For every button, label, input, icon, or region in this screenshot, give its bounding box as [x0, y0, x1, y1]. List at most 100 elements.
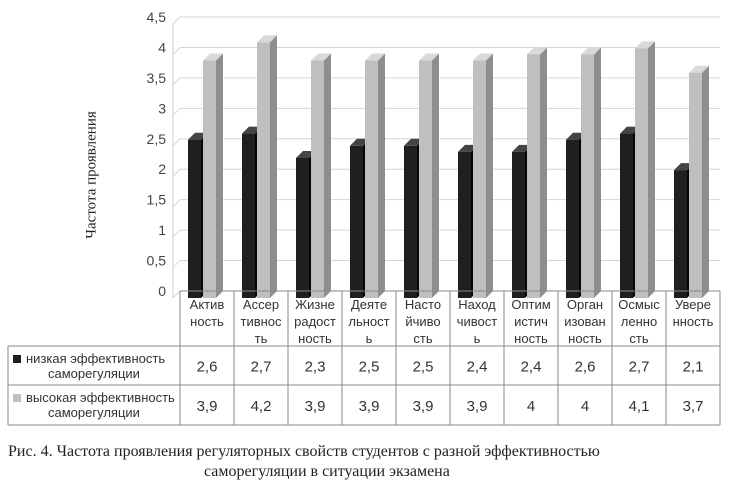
bar-high	[527, 54, 540, 298]
legend-swatch	[13, 355, 21, 363]
data-label: 2,1	[683, 359, 704, 376]
bar-high	[635, 48, 648, 298]
legend-label: саморегуляции	[48, 366, 140, 381]
data-label: 3,9	[467, 398, 488, 415]
data-label: 2,6	[197, 359, 218, 376]
bar-side	[432, 53, 439, 299]
y-tick-label: 3	[158, 100, 166, 116]
bar-side	[216, 53, 223, 299]
gridline-side	[172, 47, 181, 55]
data-label: 2,5	[359, 359, 380, 376]
x-tick-label: Увере	[675, 297, 711, 312]
y-tick-label: 0,5	[147, 253, 167, 269]
x-tick-label: тивнос	[240, 314, 282, 329]
y-tick-label: 2,5	[147, 131, 167, 147]
x-tick-label: истич	[514, 314, 548, 329]
x-tick-label: изован	[564, 314, 605, 329]
bar-low	[350, 145, 363, 298]
gridline-side	[172, 168, 181, 177]
bar-side	[540, 47, 547, 298]
data-label: 2,4	[467, 359, 488, 376]
caption-line-1: Рис. 4. Частота проявления регуляторных …	[8, 443, 600, 460]
data-label: 3,7	[683, 398, 704, 415]
y-tick-label: 4,5	[147, 9, 167, 25]
x-tick-label: чивост	[457, 314, 498, 329]
data-label: 4	[527, 398, 535, 415]
bar-high	[581, 54, 594, 298]
x-tick-label: Наход	[458, 297, 496, 312]
x-tick-label: радост	[294, 314, 336, 329]
bar-top	[581, 47, 601, 55]
x-tick-label: ь	[474, 331, 481, 346]
x-tick-label: ность	[298, 331, 332, 346]
bar-chart: 0 0,5 1 1,5 2 2,5 3 3,5 4 4,5 Актив ность Ассер тивно…	[7, 9, 721, 426]
bar-side	[486, 53, 493, 299]
bar-top	[527, 47, 547, 55]
x-tick-label: ь	[366, 331, 373, 346]
gridline-side	[172, 199, 181, 208]
x-tick-label: йчиво	[405, 314, 440, 329]
y-tick-label: 4	[158, 39, 166, 55]
x-tick-label: Деяте	[351, 297, 387, 312]
bar-side	[702, 65, 709, 298]
bar-low	[458, 151, 471, 298]
bar-high	[257, 42, 270, 299]
data-label: 2,4	[521, 359, 542, 376]
gridline-side	[172, 290, 181, 299]
data-label: 2,3	[305, 359, 326, 376]
data-label: 3,9	[359, 398, 380, 415]
bar-low	[188, 139, 201, 298]
bar-side	[270, 35, 277, 299]
bar-low	[566, 139, 579, 298]
x-tick-label: Актив	[190, 297, 225, 312]
data-label: 2,5	[413, 359, 434, 376]
bar-low	[620, 133, 633, 298]
x-tick-label: Ассер	[243, 297, 279, 312]
bar-top	[635, 41, 655, 49]
x-tick-label: Осмыс	[618, 297, 660, 312]
bar-top	[473, 53, 493, 61]
legend-label: саморегуляции	[48, 405, 140, 420]
x-tick-label: Орган	[567, 297, 603, 312]
x-tick-label: нность	[673, 314, 714, 329]
legend-label: низкая эффективность	[26, 351, 165, 366]
x-tick-label: льност	[348, 314, 389, 329]
bar-low	[674, 170, 687, 298]
bar-high	[311, 60, 324, 299]
x-tick-label: ность	[514, 331, 548, 346]
bar-high	[473, 60, 486, 299]
gridline-side	[172, 229, 181, 238]
x-tick-label: ленно	[621, 314, 657, 329]
bar-low	[512, 151, 525, 298]
bar-top	[311, 53, 331, 61]
bar-top	[689, 65, 709, 73]
data-label: 3,9	[413, 398, 434, 415]
data-label: 4,2	[251, 398, 272, 415]
legend-label: высокая эффективность	[26, 390, 175, 405]
caption-line-2: саморегуляции в ситуации экзамена	[204, 463, 450, 480]
data-label: 3,9	[305, 398, 326, 415]
bar-low	[242, 133, 255, 298]
figure-caption: Рис. 4. Частота проявления регуляторных …	[0, 442, 730, 482]
bar-top	[203, 53, 223, 61]
data-label: 3,9	[197, 398, 218, 415]
x-tick-label: Насто	[405, 297, 441, 312]
data-label: 4	[581, 398, 589, 415]
data-label: 2,7	[251, 359, 272, 376]
y-tick-label: 3,5	[147, 70, 167, 86]
gridline-side	[172, 107, 181, 116]
x-tick-label: сть	[413, 331, 432, 346]
bar-high	[203, 60, 216, 299]
y-tick-label: 0	[158, 283, 166, 299]
gridline-side	[172, 16, 181, 25]
data-label: 2,6	[575, 359, 596, 376]
y-tick-label: 1	[158, 222, 166, 238]
y-axis-label: Частота проявления	[83, 111, 100, 239]
bar-top	[419, 53, 439, 61]
data-label: 4,1	[629, 398, 650, 415]
x-tick-label: Оптим	[511, 297, 550, 312]
gridline-side	[172, 77, 181, 86]
x-tick-label: ть	[255, 331, 268, 346]
bar-top	[257, 35, 277, 43]
bar-side	[378, 53, 385, 299]
